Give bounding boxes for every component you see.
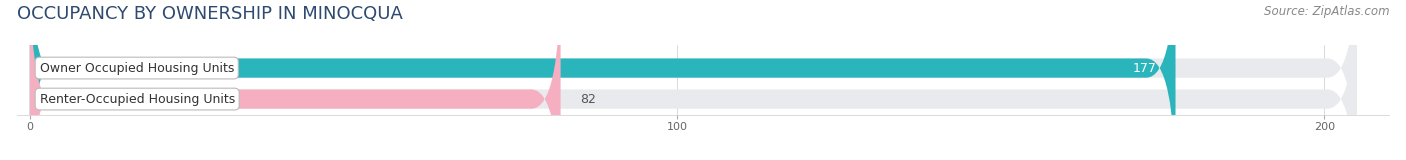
Text: Renter-Occupied Housing Units: Renter-Occupied Housing Units <box>39 93 235 106</box>
FancyBboxPatch shape <box>30 0 1175 160</box>
FancyBboxPatch shape <box>30 0 1357 160</box>
Text: OCCUPANCY BY OWNERSHIP IN MINOCQUA: OCCUPANCY BY OWNERSHIP IN MINOCQUA <box>17 5 402 23</box>
FancyBboxPatch shape <box>30 0 1357 160</box>
Text: Owner Occupied Housing Units: Owner Occupied Housing Units <box>39 62 233 75</box>
FancyBboxPatch shape <box>30 0 561 160</box>
Text: 82: 82 <box>581 93 596 106</box>
Text: 177: 177 <box>1132 62 1156 75</box>
Text: Source: ZipAtlas.com: Source: ZipAtlas.com <box>1264 5 1389 18</box>
